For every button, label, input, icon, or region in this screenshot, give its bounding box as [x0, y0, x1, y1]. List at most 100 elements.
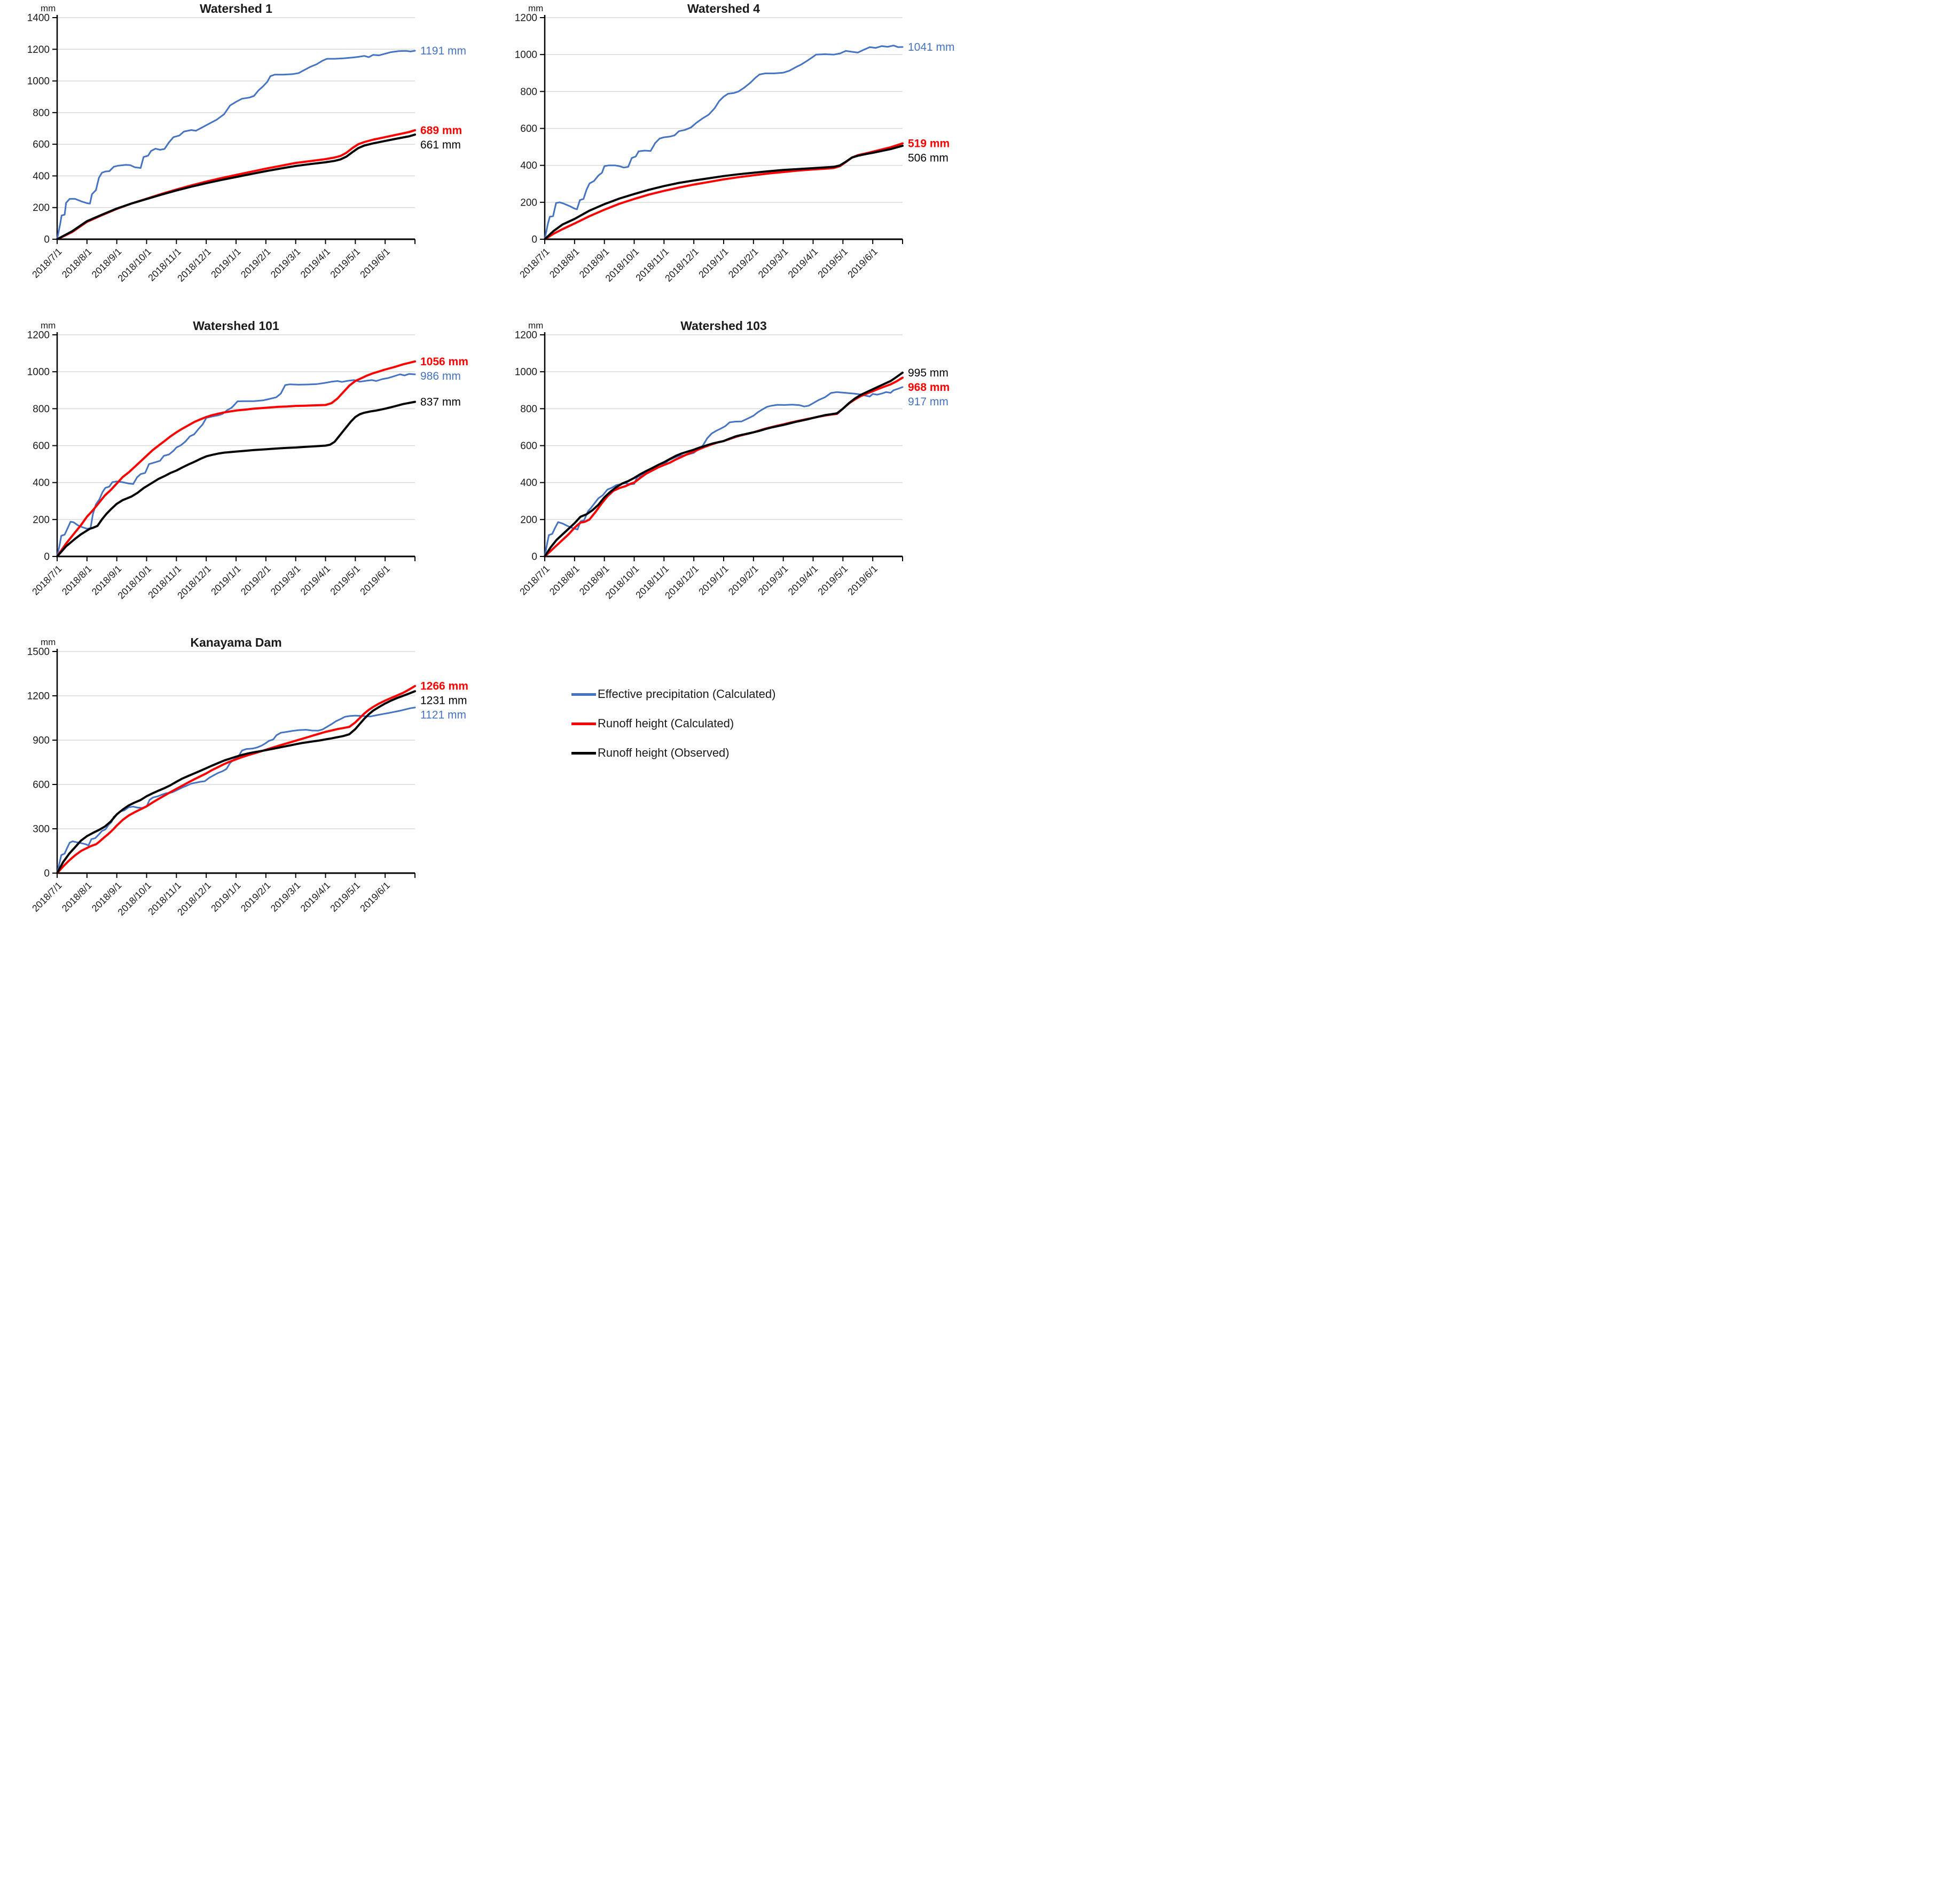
y-tick-label: 0 — [44, 552, 50, 563]
y-tick-label: 1200 — [27, 44, 50, 56]
chart-canvas: 0300600900120015002018/7/12018/8/12018/9… — [27, 647, 468, 918]
y-tick-label: 400 — [520, 160, 537, 171]
precipitation-line-swatch-icon — [571, 693, 596, 696]
x-tick-label: 2019/3/1 — [756, 563, 790, 598]
end-value-label-precip: 1041 mm — [908, 41, 955, 53]
chart-title: Watershed 101 — [193, 319, 279, 333]
series-runoff_calc-line — [544, 142, 904, 240]
series-precip-line — [56, 706, 416, 874]
legend-label: Effective precipitation (Calculated) — [598, 687, 776, 701]
y-tick-label: 1000 — [27, 76, 50, 87]
y-tick-label: 400 — [33, 171, 50, 182]
x-tick-label: 2019/1/1 — [209, 563, 243, 598]
y-tick-label: 1200 — [27, 691, 50, 702]
x-tick-label: 2018/7/1 — [30, 563, 64, 598]
figure-page: mm Watershed 1 0 200 400 600 800 1000 1200 1400… — [0, 0, 980, 951]
chart-canvas: 0 200 400 600 800 1000 1200 1400 2018/7/12018/8/… — [27, 13, 466, 284]
series-precip-line — [56, 373, 416, 558]
chart-title: Kanayama Dam — [190, 635, 282, 649]
y-tick-label: 200 — [33, 514, 50, 525]
end-value-label-precip: 917 mm — [908, 396, 948, 408]
y-tick-label: 800 — [33, 107, 50, 119]
y-tick-label: 1500 — [27, 647, 50, 658]
legend: Effective precipitation (Calculated) Run… — [571, 687, 775, 775]
chart-watershed-103: mm Watershed 103 0 200 400 600 800 1000 1200 20… — [494, 319, 977, 635]
series-runoff_obs-line — [56, 401, 416, 558]
x-tick-label: 2019/3/1 — [756, 246, 790, 280]
end-value-label-runoff_obs: 1231 mm — [420, 695, 467, 707]
series-runoff_obs-line — [544, 371, 904, 558]
y-tick-label: 800 — [520, 404, 537, 415]
x-tick-label: 2019/6/1 — [358, 246, 392, 280]
x-tick-label: 2019/5/1 — [328, 880, 362, 914]
y-tick-label: 800 — [33, 404, 50, 415]
y-tick-label: 800 — [520, 87, 537, 98]
series-runoff_calc-line — [56, 685, 416, 874]
x-tick-label: 2019/6/1 — [845, 563, 880, 598]
y-tick-label: 1200 — [515, 13, 537, 24]
end-value-label-runoff_calc: 968 mm — [908, 381, 950, 394]
chart-title: Watershed 103 — [680, 319, 767, 333]
x-tick-label: 2019/4/1 — [786, 246, 820, 280]
x-tick-label: 2018/7/1 — [30, 880, 64, 914]
y-axis-unit-label: mm — [528, 320, 544, 331]
x-tick-label: 2019/4/1 — [299, 246, 333, 280]
x-tick-label: 2018/8/1 — [60, 880, 94, 914]
series-precip-line — [544, 44, 904, 240]
y-axis-unit-label: mm — [41, 3, 56, 13]
x-tick-label: 2019/4/1 — [299, 880, 333, 914]
x-tick-label: 2018/7/1 — [30, 246, 64, 280]
y-tick-label: 0 — [44, 234, 50, 246]
chart-watershed-4: mm Watershed 4 0 200 400 600 800 1000 1200 2018… — [494, 2, 977, 318]
chart-kanayama-dam: mm Kanayama Dam 0 300 600 900 1200 1500 2018/7… — [6, 635, 490, 951]
y-tick-label: 600 — [33, 139, 50, 151]
y-tick-label: 1200 — [27, 330, 50, 341]
y-tick-label: 200 — [33, 202, 50, 214]
x-tick-label: 2019/5/1 — [816, 246, 850, 280]
x-tick-label: 2019/5/1 — [328, 563, 362, 598]
end-value-label-runoff_obs: 661 mm — [420, 139, 461, 151]
y-tick-label: 600 — [33, 441, 50, 452]
y-tick-label: 200 — [520, 197, 537, 208]
end-value-label-runoff_obs: 995 mm — [908, 367, 948, 379]
series-runoff_obs-line — [544, 145, 904, 240]
end-value-label-precip: 986 mm — [420, 370, 461, 382]
y-tick-label: 0 — [531, 552, 537, 563]
x-tick-label: 2019/2/1 — [239, 880, 273, 914]
x-tick-label: 2019/3/1 — [269, 563, 303, 598]
legend-item-runoff-observed: Runoff height (Observed) — [571, 746, 775, 760]
end-value-label-runoff_calc: 689 mm — [420, 124, 462, 137]
y-tick-label: 1200 — [515, 330, 537, 341]
y-axis-unit-label: mm — [41, 637, 56, 647]
x-tick-label: 2019/3/1 — [269, 880, 303, 914]
runoff-calculated-line-swatch-icon — [571, 722, 596, 725]
chart-title: Watershed 4 — [687, 2, 760, 15]
x-tick-label: 2019/6/1 — [358, 880, 392, 914]
x-tick-label: 2018/8/1 — [60, 563, 94, 598]
end-value-label-runoff_obs: 837 mm — [420, 396, 461, 409]
x-tick-label: 2019/2/1 — [239, 563, 273, 598]
end-value-label-runoff_obs: 506 mm — [908, 152, 948, 164]
y-tick-label: 400 — [33, 477, 50, 489]
y-tick-label: 1400 — [27, 13, 50, 24]
legend-label: Runoff height (Observed) — [598, 746, 730, 759]
end-value-label-runoff_calc: 1056 mm — [420, 356, 468, 368]
series-runoff_obs-line — [56, 134, 416, 240]
x-tick-label: 2019/5/1 — [816, 563, 850, 598]
runoff-observed-line-swatch-icon — [571, 751, 596, 755]
end-value-label-precip: 1191 mm — [420, 45, 466, 57]
y-tick-label: 300 — [33, 824, 50, 835]
y-tick-label: 0 — [531, 234, 537, 246]
x-tick-label: 2018/8/1 — [547, 246, 582, 280]
x-tick-label: 2019/2/1 — [726, 246, 761, 280]
end-value-label-precip: 1121 mm — [420, 709, 466, 721]
end-value-label-runoff_calc: 519 mm — [908, 138, 950, 150]
x-tick-label: 2019/1/1 — [209, 246, 243, 280]
series-precip-line — [544, 386, 904, 558]
x-tick-label: 2019/4/1 — [299, 563, 333, 598]
chart-title: Watershed 1 — [200, 2, 272, 15]
series-runoff_calc-line — [56, 360, 416, 558]
legend-item-runoff-calculated: Runoff height (Calculated) — [571, 717, 775, 731]
